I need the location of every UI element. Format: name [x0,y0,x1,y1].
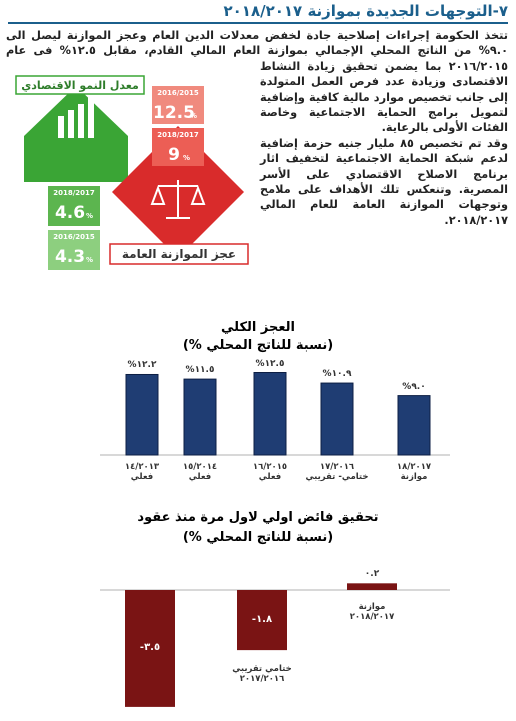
bar [397,395,431,456]
value: 9 [168,145,180,165]
value-label: -٣.٥ [139,642,161,654]
chart-subtitle: (نسبة للناتج المحلي %) [182,338,334,353]
body-text: معدل النمو الاقتصادي 2018/2017 4.6 % 201… [6,28,508,282]
growth-shape [24,86,128,182]
growth-title: معدل النمو الاقتصادي [21,79,139,92]
bar [125,590,175,707]
value: 12.5 [153,103,195,123]
plot [100,583,450,707]
value-label: ٩.٠% [402,381,426,392]
period: 2018/2017 [157,131,199,139]
chart-title: تحقيق فائض اولي لاول مرة منذ عقود [137,510,379,525]
value: 4.6 [55,203,85,223]
value-box [48,230,100,270]
icon [58,116,64,138]
x-tick-label: ١٨/٢٠١٧ موازنة [396,462,432,482]
label-box [109,243,249,265]
bar [237,590,287,651]
plot [100,372,450,456]
bar [320,382,354,456]
x-tick-label: ختامي تقريبي ٢٠١٧/٢٠١٦ [232,664,292,685]
icon [150,180,206,219]
unit: % [86,212,93,220]
x-tick-label: ١٧/٢٠١٦ ختامي- تقريبي [305,462,369,482]
value-label: ١٢.٥% [255,358,285,369]
period: 2016/2015 [53,233,95,241]
value-box [152,86,204,124]
label-box [15,75,145,95]
paragraph: تتخذ الحكومة إجراءات إصلاحية جادة لخفض م… [6,29,508,135]
icon [88,96,94,138]
unit: % [183,154,190,162]
value-label: ١١.٥% [185,365,215,376]
bar [125,373,159,456]
unit: % [86,256,93,264]
value-label: ١٢.٢% [127,360,157,371]
deficit-title: عجز الموازنة العامة [122,247,236,262]
value-label: ٠.٢ [364,569,380,580]
unit: % [190,112,197,120]
bar [253,372,287,456]
icon [78,104,84,138]
value: 4.3 [55,247,85,267]
icon [68,110,74,138]
period: 2018/2017 [53,189,95,197]
x-tick-label: ١٦/٢٠١٥ فعلي [252,462,288,482]
paragraph: وقد تم تخصيص ٨٥ مليار جنيه حزمة إضافية ل… [260,136,508,227]
x-tick-label: ١٥/٢٠١٤ فعلي [182,462,218,482]
heading: ٧-التوجهات الجديدة بموازنة ٢٠١٨/٢٠١٧ [8,2,508,24]
chart-title: العجز الكلي [220,320,295,335]
chart: العجز الكلي (نسبة للناتج المحلي %) ١٢.٢% ١٤… [0,318,516,500]
chart: تحقيق فائض اولي لاول مرة منذ عقود (نسبة ل… [0,508,516,721]
bar [183,378,217,456]
infographic: معدل النمو الاقتصادي 2018/2017 4.6 % 201… [15,75,249,270]
bar [347,583,397,590]
x-tick-label: موازنة ٢٠١٨/٢٠١٧ [349,602,395,622]
value-box [152,128,204,166]
period: 2016/2015 [157,89,199,97]
value-label: -١.٨ [251,614,273,626]
chart-subtitle: (نسبة للناتج المحلي %) [182,530,334,545]
x-tick-label: ١٤/٢٠١٣ فعلي [124,462,160,482]
value-label: ١٠.٩% [322,369,352,380]
value-box [48,186,100,226]
